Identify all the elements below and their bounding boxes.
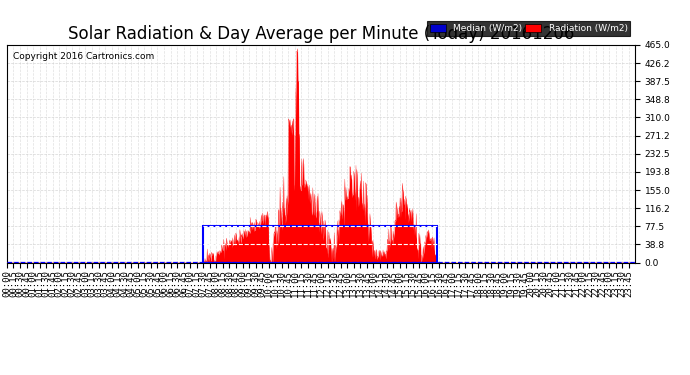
Title: Solar Radiation & Day Average per Minute (Today) 20161206: Solar Radiation & Day Average per Minute… (68, 26, 574, 44)
Text: Copyright 2016 Cartronics.com: Copyright 2016 Cartronics.com (13, 51, 155, 60)
Bar (204, 226, 437, 262)
Legend: Median (W/m2), Radiation (W/m2): Median (W/m2), Radiation (W/m2) (427, 21, 630, 36)
